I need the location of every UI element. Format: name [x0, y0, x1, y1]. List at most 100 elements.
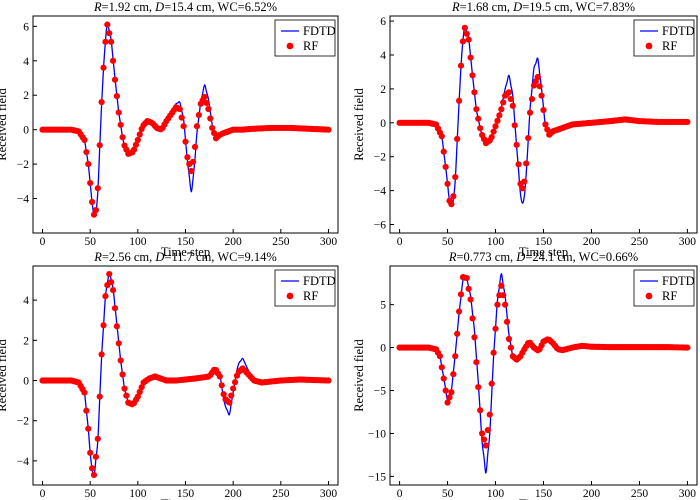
rf-point [467, 296, 474, 303]
x-tick-label: 100 [129, 236, 147, 248]
x-tick-label: 150 [177, 488, 195, 500]
rf-point [482, 442, 490, 449]
y-tick-label: 0 [380, 118, 386, 130]
rf-point [106, 270, 113, 278]
rf-point [109, 57, 117, 64]
rf-point [438, 364, 445, 371]
x-tick-label: 200 [225, 488, 243, 500]
rf-point [523, 160, 530, 167]
rf-point [471, 89, 478, 96]
rf-point [119, 134, 126, 141]
rf-point [507, 344, 514, 351]
title-part: =1.92 cm, [102, 0, 156, 14]
rf-point [220, 391, 227, 398]
rf-point [218, 382, 225, 389]
x-axis-label: Time step [161, 245, 210, 259]
rf-point [477, 407, 484, 414]
rf-point [457, 62, 465, 69]
rf-point [455, 97, 463, 104]
y-tick-label: −2 [17, 416, 29, 428]
rf-point [226, 399, 233, 406]
x-tick-label: 250 [272, 236, 290, 248]
rf-point [117, 121, 124, 128]
rf-point [90, 471, 98, 479]
title-part: R [93, 0, 102, 14]
rf-point [440, 148, 447, 155]
rf-point [100, 322, 107, 329]
rf-point [209, 124, 216, 132]
rf-point [455, 308, 463, 315]
rf-point [113, 92, 120, 100]
title-part: =11.7 cm, WC=9.14% [164, 250, 276, 264]
rf-point [505, 89, 513, 96]
rf-point [448, 201, 455, 208]
rf-point [540, 106, 547, 114]
rf-point [205, 105, 212, 113]
rf-point [536, 83, 543, 90]
rf-point [477, 125, 484, 132]
rf-point [203, 99, 210, 107]
rf-point [94, 435, 101, 442]
rf-point [500, 99, 507, 106]
rf-point [452, 353, 459, 360]
legend-box [274, 19, 336, 57]
y-tick-label: 6 [23, 21, 29, 33]
rf-point [83, 148, 90, 156]
rf-point [448, 389, 455, 396]
rf-point [81, 389, 88, 396]
rf-point [96, 142, 103, 149]
x-tick-label: 0 [40, 236, 46, 248]
rf-point [684, 118, 691, 126]
rf-point [190, 158, 197, 165]
legend-fdtd-label: FDTD [662, 274, 695, 288]
rf-point [178, 114, 185, 121]
rf-point [444, 180, 451, 187]
title-part: R [448, 250, 457, 264]
rf-point [525, 134, 532, 142]
x-axis-label: Time step [519, 497, 568, 500]
rf-point [92, 206, 100, 214]
title-part: R [451, 0, 460, 14]
x-tick-label: 50 [442, 236, 454, 248]
y-tick-label: 0 [23, 125, 29, 137]
rf-point [201, 93, 208, 101]
legend-box [633, 19, 695, 57]
rf-point [96, 393, 103, 400]
rf-point [454, 330, 461, 337]
rf-point [92, 453, 100, 460]
title-part: D [512, 0, 522, 14]
rf-point [486, 411, 493, 418]
rf-point [119, 371, 126, 378]
legend-rf-swatch [645, 42, 653, 50]
y-tick-label: −2 [17, 159, 29, 171]
y-tick-label: −4 [17, 194, 29, 206]
y-tick-label: −15 [368, 471, 386, 483]
rf-point [115, 340, 122, 347]
rf-point [85, 161, 92, 168]
panel-1: R=1.92 cm, D=15.4 cm, WC=6.52% 0 50 100 150 2… [0, 0, 339, 259]
x-axis-label: Time step [519, 245, 568, 259]
rf-point [467, 54, 474, 61]
rf-point [480, 436, 488, 443]
x-tick-label: 300 [679, 236, 697, 248]
rf-point [526, 109, 534, 116]
x-tick-label: 100 [487, 236, 505, 248]
panel-2: R=1.68 cm, D=19.5 cm, WC=7.83% 0 50 100 150 2… [352, 0, 698, 259]
rf-point [463, 30, 470, 37]
rf-point [325, 126, 332, 133]
rf-point [513, 141, 520, 148]
y-tick-label: −4 [17, 456, 29, 468]
rf-point [507, 95, 514, 103]
rf-point [138, 384, 145, 391]
x-tick-label: 300 [679, 488, 697, 500]
rf-point [188, 167, 195, 175]
rf-point [228, 392, 235, 399]
rf-point [83, 407, 90, 414]
rf-point [490, 349, 497, 356]
x-tick-label: 250 [631, 488, 649, 500]
rf-point [459, 38, 467, 45]
y-tick-label: 2 [23, 90, 29, 102]
